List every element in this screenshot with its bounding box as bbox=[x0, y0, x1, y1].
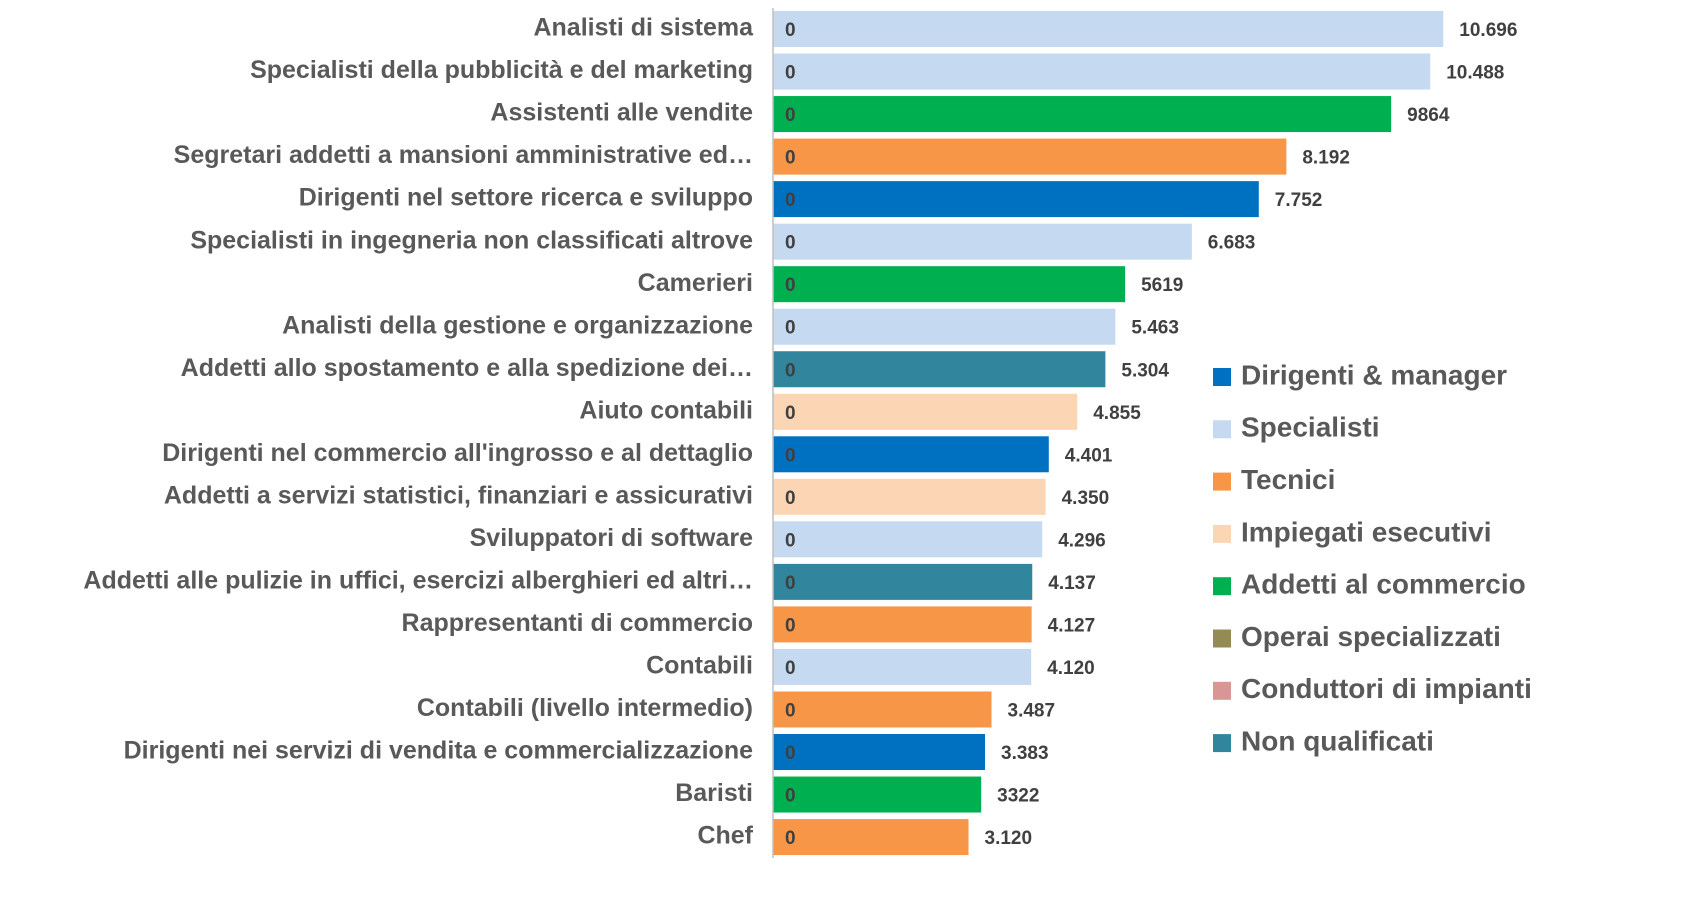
value-label: 4.127 bbox=[1048, 615, 1096, 636]
category-label: Baristi bbox=[675, 779, 753, 807]
bar bbox=[773, 606, 1032, 643]
bar bbox=[773, 478, 1046, 515]
category-label: Chef bbox=[697, 822, 753, 850]
zero-label: 0 bbox=[785, 360, 796, 381]
zero-label: 0 bbox=[785, 63, 796, 84]
value-label: 3.487 bbox=[1008, 700, 1056, 721]
category-label: Addetti a servizi statistici, finanziari… bbox=[164, 481, 753, 509]
zero-label: 0 bbox=[785, 445, 796, 466]
zero-label: 0 bbox=[785, 148, 796, 169]
legend-swatch bbox=[1213, 472, 1231, 491]
value-label: 5619 bbox=[1141, 275, 1183, 296]
zero-label: 0 bbox=[785, 403, 796, 424]
category-label: Analisti della gestione e organizzazione bbox=[282, 311, 753, 339]
value-label: 3322 bbox=[997, 786, 1039, 807]
zero-label: 0 bbox=[785, 743, 796, 764]
category-label: Specialisti in ingegneria non classifica… bbox=[190, 226, 753, 254]
category-label: Camerieri bbox=[638, 269, 753, 297]
value-label: 8.192 bbox=[1302, 148, 1350, 169]
bar bbox=[773, 351, 1106, 388]
bar bbox=[773, 648, 1032, 685]
legend-label: Tecnici bbox=[1241, 464, 1335, 495]
legend-label: Conduttori di impianti bbox=[1241, 673, 1532, 704]
category-label: Dirigenti nel settore ricerca e sviluppo bbox=[299, 184, 753, 212]
bar bbox=[773, 308, 1116, 345]
legend-label: Operai specializzati bbox=[1241, 621, 1501, 652]
legend-swatch bbox=[1213, 420, 1231, 439]
value-label: 4.855 bbox=[1093, 403, 1141, 424]
bar bbox=[773, 436, 1049, 473]
zero-label: 0 bbox=[785, 530, 796, 551]
category-label: Segretari addetti a mansioni amministrat… bbox=[174, 141, 753, 169]
category-label: Specialisti della pubblicità e del marke… bbox=[250, 56, 753, 84]
value-label: 4.350 bbox=[1062, 488, 1110, 509]
bar bbox=[773, 181, 1259, 218]
category-label: Addetti allo spostamento e alla spedizio… bbox=[181, 354, 753, 382]
zero-label: 0 bbox=[785, 20, 796, 41]
category-label: Sviluppatori di software bbox=[470, 524, 753, 552]
value-label: 6.683 bbox=[1208, 233, 1256, 254]
bar bbox=[773, 266, 1126, 303]
value-label: 3.383 bbox=[1001, 743, 1049, 764]
zero-label: 0 bbox=[785, 318, 796, 339]
zero-label: 0 bbox=[785, 233, 796, 254]
category-label: Analisti di sistema bbox=[533, 14, 754, 42]
bar bbox=[773, 53, 1431, 90]
value-label: 7.752 bbox=[1275, 190, 1323, 211]
category-label: Contabili bbox=[646, 652, 753, 680]
bar bbox=[773, 11, 1444, 47]
zero-label: 0 bbox=[785, 488, 796, 509]
value-label: 3.120 bbox=[985, 828, 1033, 849]
legend-swatch bbox=[1213, 681, 1231, 700]
bar bbox=[773, 819, 969, 856]
bar bbox=[773, 393, 1078, 430]
zero-label: 0 bbox=[785, 275, 796, 296]
category-label: Assistenti alle vendite bbox=[490, 99, 753, 127]
legend-label: Addetti al commercio bbox=[1241, 569, 1526, 600]
bar bbox=[773, 138, 1287, 175]
legend-swatch bbox=[1213, 368, 1231, 386]
value-label: 5.463 bbox=[1131, 318, 1179, 339]
legend-swatch bbox=[1213, 629, 1231, 648]
zero-label: 0 bbox=[785, 105, 796, 126]
value-label: 4.296 bbox=[1058, 530, 1106, 551]
value-label: 10.488 bbox=[1446, 63, 1504, 84]
bar bbox=[773, 96, 1392, 133]
bar bbox=[773, 223, 1192, 260]
category-label: Dirigenti nel commercio all'ingrosso e a… bbox=[162, 439, 753, 467]
value-label: 10.696 bbox=[1459, 20, 1517, 41]
bar bbox=[773, 691, 992, 728]
legend-swatch bbox=[1213, 524, 1231, 543]
value-label: 4.401 bbox=[1065, 445, 1113, 466]
legend-label: Impiegati esecutivi bbox=[1241, 516, 1492, 547]
category-label: Dirigenti nei servizi di vendita e comme… bbox=[124, 737, 753, 765]
legend-label: Dirigenti & manager bbox=[1241, 359, 1507, 390]
category-label: Addetti alle pulizie in uffici, esercizi… bbox=[83, 566, 753, 594]
legend-swatch bbox=[1213, 734, 1231, 753]
category-label: Rappresentanti di commercio bbox=[402, 609, 753, 637]
zero-label: 0 bbox=[785, 573, 796, 594]
category-label: Contabili (livello intermedio) bbox=[417, 694, 753, 722]
bar bbox=[773, 563, 1033, 600]
zero-label: 0 bbox=[785, 700, 796, 721]
zero-label: 0 bbox=[785, 190, 796, 211]
bar bbox=[773, 521, 1043, 558]
zero-label: 0 bbox=[785, 828, 796, 849]
legend-label: Specialisti bbox=[1241, 412, 1380, 443]
legend-swatch bbox=[1213, 577, 1231, 596]
value-label: 5.304 bbox=[1121, 360, 1169, 381]
zero-label: 0 bbox=[785, 786, 796, 807]
value-label: 4.120 bbox=[1047, 658, 1095, 679]
category-label: Aiuto contabili bbox=[579, 396, 753, 424]
zero-label: 0 bbox=[785, 658, 796, 679]
value-label: 9864 bbox=[1407, 105, 1450, 126]
value-label: 4.137 bbox=[1048, 573, 1096, 594]
zero-label: 0 bbox=[785, 615, 796, 636]
bar bbox=[773, 776, 982, 813]
bar bbox=[773, 734, 986, 771]
legend-label: Non qualificati bbox=[1241, 725, 1434, 756]
